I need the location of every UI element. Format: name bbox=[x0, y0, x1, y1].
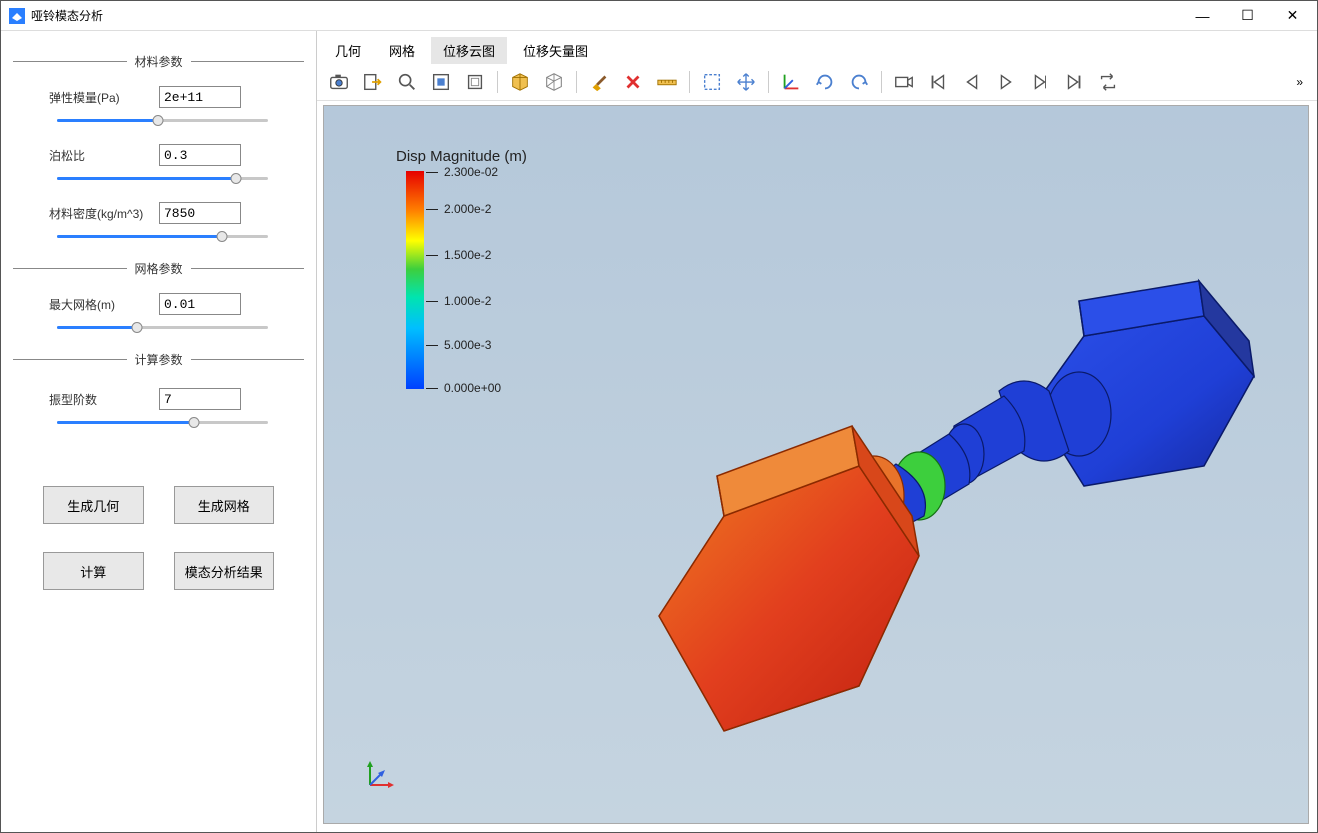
ruler-icon[interactable] bbox=[651, 68, 683, 96]
param-density: 材料密度(kg/m^3) bbox=[49, 202, 304, 224]
toolbar: » bbox=[317, 64, 1317, 101]
density-label: 材料密度(kg/m^3) bbox=[49, 205, 159, 222]
window-title: 哑铃模态分析 bbox=[31, 7, 1180, 24]
tab-disp-contour[interactable]: 位移云图 bbox=[431, 37, 507, 64]
poisson-input[interactable] bbox=[159, 144, 241, 166]
toolbar-more-icon[interactable]: » bbox=[1296, 75, 1303, 89]
poisson-label: 泊松比 bbox=[49, 147, 159, 164]
first-frame-icon[interactable] bbox=[922, 68, 954, 96]
fit-icon[interactable] bbox=[425, 68, 457, 96]
sidebar: 材料参数 弹性模量(Pa) 泊松比 材料密度(kg/m^3) 网格参数 最大网格… bbox=[1, 31, 317, 832]
tab-geometry[interactable]: 几何 bbox=[323, 37, 373, 64]
section-mesh: 网格参数 bbox=[13, 260, 304, 277]
section-material: 材料参数 bbox=[13, 53, 304, 70]
poisson-slider[interactable] bbox=[57, 168, 268, 188]
pan-icon[interactable] bbox=[730, 68, 762, 96]
density-slider[interactable] bbox=[57, 226, 268, 246]
param-max-mesh: 最大网格(m) bbox=[49, 293, 304, 315]
titlebar: 哑铃模态分析 — ☐ ✕ bbox=[1, 1, 1317, 31]
iso-box-icon[interactable] bbox=[504, 68, 536, 96]
delete-icon[interactable] bbox=[617, 68, 649, 96]
tab-disp-vector[interactable]: 位移矢量图 bbox=[511, 37, 600, 64]
loop-icon[interactable] bbox=[1092, 68, 1124, 96]
maximize-button[interactable]: ☐ bbox=[1225, 2, 1270, 30]
param-poisson: 泊松比 bbox=[49, 144, 304, 166]
select-rect-icon[interactable] bbox=[696, 68, 728, 96]
play-icon[interactable] bbox=[990, 68, 1022, 96]
cube-icon[interactable] bbox=[459, 68, 491, 96]
brush-icon[interactable] bbox=[583, 68, 615, 96]
max-mesh-input[interactable] bbox=[159, 293, 241, 315]
dumbbell-model bbox=[524, 216, 1304, 776]
section-compute: 计算参数 bbox=[13, 351, 304, 368]
rotate-cw-icon[interactable] bbox=[809, 68, 841, 96]
rotate-ccw-icon[interactable] bbox=[843, 68, 875, 96]
axis-triad-icon bbox=[358, 757, 398, 797]
wireframe-icon[interactable] bbox=[538, 68, 570, 96]
app-icon bbox=[9, 8, 25, 24]
param-elastic-modulus: 弹性模量(Pa) bbox=[49, 86, 304, 108]
tabs: 几何 网格 位移云图 位移矢量图 bbox=[317, 31, 1317, 64]
mode-order-slider[interactable] bbox=[57, 412, 268, 432]
elastic-modulus-slider[interactable] bbox=[57, 110, 268, 130]
elastic-modulus-input[interactable] bbox=[159, 86, 241, 108]
legend-title: Disp Magnitude (m) bbox=[396, 148, 527, 165]
axes-icon[interactable] bbox=[775, 68, 807, 96]
gen-mesh-button[interactable]: 生成网格 bbox=[174, 486, 275, 524]
close-button[interactable]: ✕ bbox=[1270, 2, 1315, 30]
viewport-3d[interactable]: Disp Magnitude (m) 2.300e-02 2.000e-2 1.… bbox=[323, 105, 1309, 824]
max-mesh-label: 最大网格(m) bbox=[49, 296, 159, 313]
compute-button[interactable]: 计算 bbox=[43, 552, 144, 590]
param-mode-order: 振型阶数 bbox=[49, 388, 304, 410]
gen-geom-button[interactable]: 生成几何 bbox=[43, 486, 144, 524]
tab-mesh[interactable]: 网格 bbox=[377, 37, 427, 64]
last-frame-icon[interactable] bbox=[1058, 68, 1090, 96]
mode-order-label: 振型阶数 bbox=[49, 391, 159, 408]
elastic-modulus-label: 弹性模量(Pa) bbox=[49, 89, 159, 106]
next-frame-icon[interactable] bbox=[1024, 68, 1056, 96]
results-button[interactable]: 模态分析结果 bbox=[174, 552, 275, 590]
zoom-icon[interactable] bbox=[391, 68, 423, 96]
export-icon[interactable] bbox=[357, 68, 389, 96]
max-mesh-slider[interactable] bbox=[57, 317, 268, 337]
density-input[interactable] bbox=[159, 202, 241, 224]
video-icon[interactable] bbox=[888, 68, 920, 96]
minimize-button[interactable]: — bbox=[1180, 2, 1225, 30]
prev-frame-icon[interactable] bbox=[956, 68, 988, 96]
camera-icon[interactable] bbox=[323, 68, 355, 96]
mode-order-input[interactable] bbox=[159, 388, 241, 410]
color-legend: Disp Magnitude (m) 2.300e-02 2.000e-2 1.… bbox=[396, 148, 527, 389]
